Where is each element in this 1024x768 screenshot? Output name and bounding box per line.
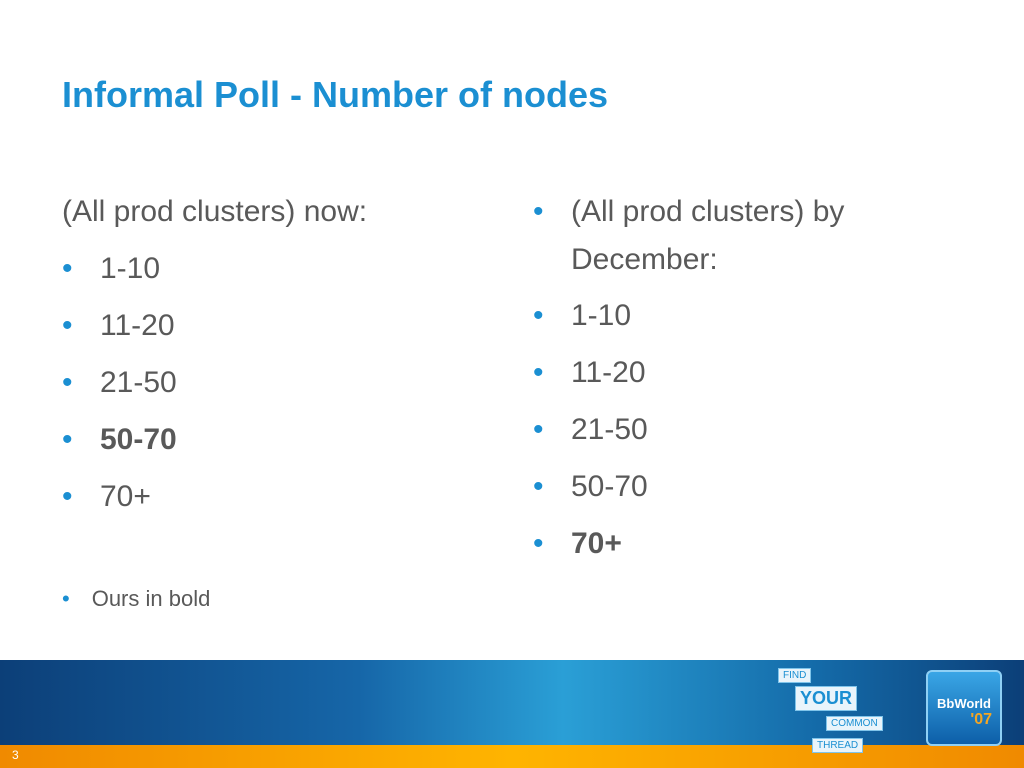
logo-tag: COMMON	[826, 716, 883, 731]
list-item: 21-50	[571, 413, 648, 446]
list-item: 70+	[100, 480, 151, 513]
bullet: •	[62, 366, 73, 399]
logo-tag: YOUR	[795, 686, 858, 711]
slide-number: 3	[12, 748, 19, 762]
list-item: 70+	[571, 527, 622, 560]
logo-year: '07	[970, 711, 992, 728]
list-item: 1-10	[100, 252, 161, 285]
note: Ours in bold	[91, 586, 211, 611]
bullet: •	[533, 413, 544, 446]
bullet: •	[62, 480, 73, 513]
bullet: •	[533, 470, 544, 503]
bullet: •	[62, 423, 73, 456]
right-heading: (All prod clusters) by December:	[571, 195, 845, 276]
bullet: •	[533, 356, 544, 389]
left-heading: (All prod clusters) now:	[62, 195, 368, 228]
footer-band	[0, 660, 1024, 746]
list-item: 50-70	[100, 423, 177, 456]
bullet: •	[62, 252, 73, 285]
logo: BbWorld '07	[926, 670, 1002, 746]
bullet: •	[533, 195, 544, 228]
logo-tag: THREAD	[812, 738, 864, 753]
list-item: 11-20	[100, 309, 175, 342]
bullet: •	[62, 309, 73, 342]
list-item: 50-70	[571, 470, 648, 503]
bullet: •	[533, 299, 544, 332]
slide-title: Informal Poll - Number of nodes	[62, 74, 609, 115]
footer-strip	[0, 745, 1024, 768]
list-item: 1-10	[571, 299, 632, 332]
logo-brand: BbWorld	[937, 696, 991, 711]
list-item: 11-20	[571, 356, 646, 389]
bullet: •	[62, 586, 70, 611]
bullet: •	[533, 527, 544, 560]
logo-tag: FIND	[778, 668, 812, 683]
list-item: 21-50	[100, 366, 177, 399]
note-row: • Ours in bold	[62, 586, 210, 612]
